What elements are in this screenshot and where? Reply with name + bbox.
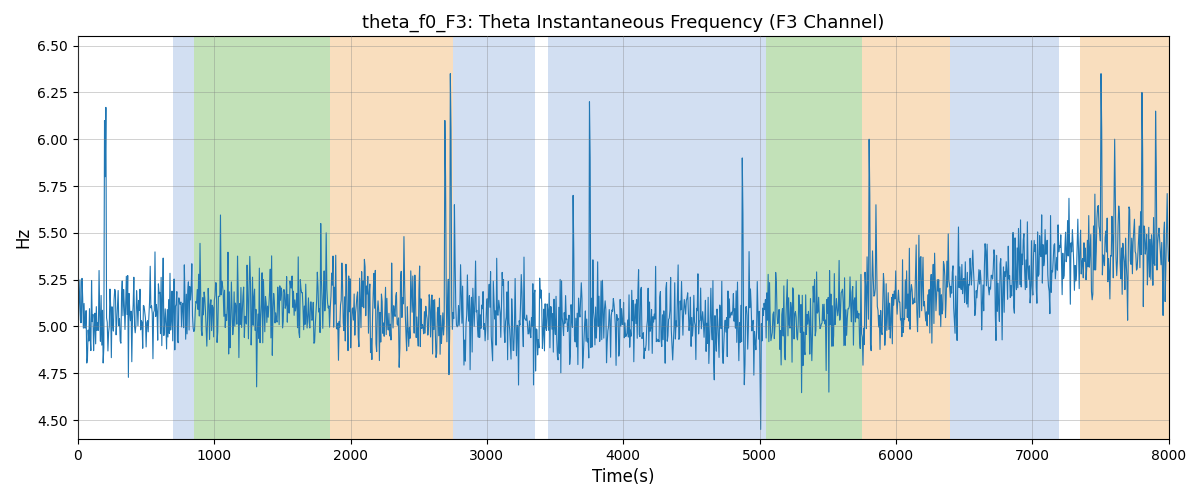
- Bar: [950, 36, 1060, 439]
- Y-axis label: Hz: Hz: [14, 227, 32, 248]
- Bar: [452, 36, 535, 439]
- Bar: [193, 36, 330, 439]
- Bar: [752, 36, 767, 439]
- Bar: [767, 36, 862, 439]
- Bar: [1080, 36, 1175, 439]
- Bar: [173, 36, 193, 439]
- Bar: [330, 36, 452, 439]
- Title: theta_f0_F3: Theta Instantaneous Frequency (F3 Channel): theta_f0_F3: Theta Instantaneous Frequen…: [362, 14, 884, 32]
- Bar: [548, 36, 752, 439]
- X-axis label: Time(s): Time(s): [592, 468, 654, 486]
- Bar: [862, 36, 950, 439]
